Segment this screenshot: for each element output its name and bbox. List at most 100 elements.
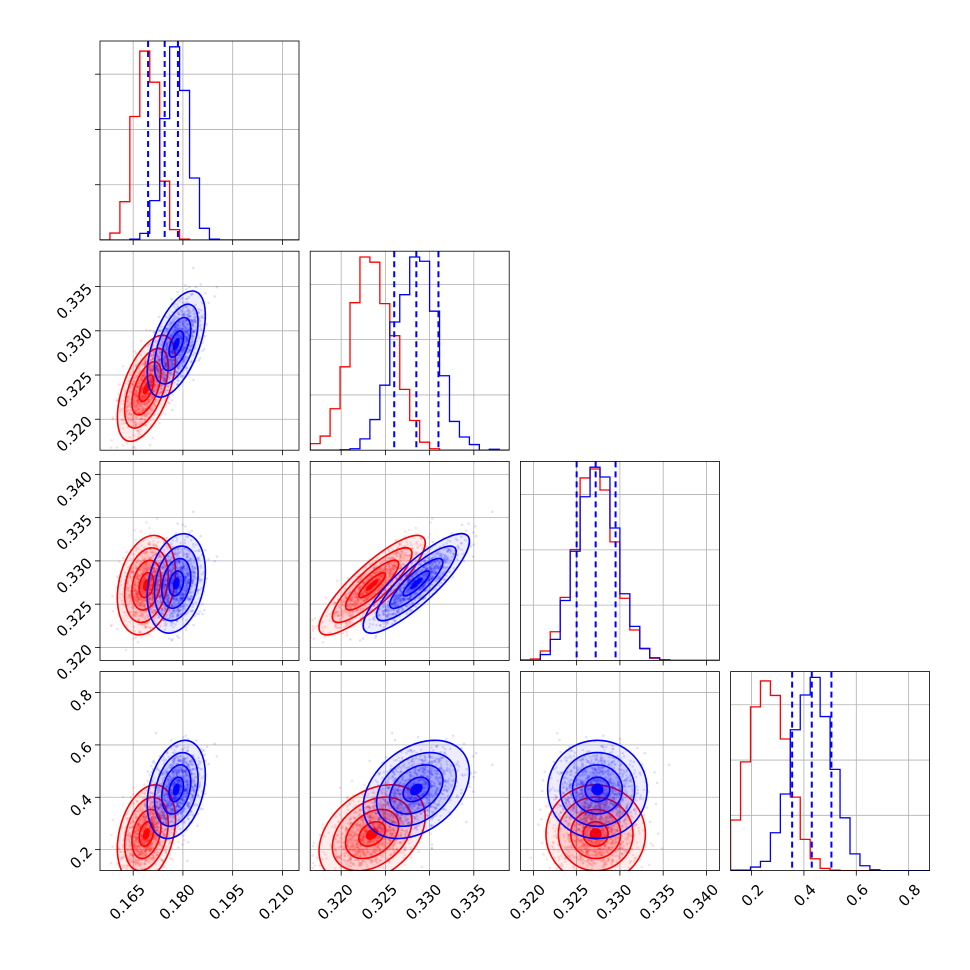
scatter-point bbox=[164, 363, 167, 366]
scatter-point bbox=[127, 601, 131, 604]
scatter-point bbox=[132, 589, 136, 593]
scatter-point bbox=[184, 336, 188, 339]
scatter-point bbox=[191, 339, 194, 343]
scatter-point bbox=[151, 594, 154, 598]
scatter-point bbox=[142, 622, 145, 626]
scatter-point bbox=[141, 604, 144, 608]
scatter-point bbox=[157, 596, 161, 599]
scatter-point bbox=[120, 402, 124, 406]
scatter-point bbox=[150, 596, 153, 600]
scatter-point bbox=[128, 584, 132, 587]
scatter-point bbox=[165, 345, 168, 349]
scatter-point bbox=[135, 401, 139, 405]
scatter-point bbox=[162, 354, 166, 358]
scatter-point bbox=[144, 362, 148, 366]
scatter-point bbox=[173, 608, 176, 612]
scatter-point bbox=[150, 585, 153, 588]
scatter-point bbox=[176, 598, 179, 602]
scatter-point bbox=[150, 354, 153, 357]
scatter-point bbox=[146, 400, 150, 403]
scatter-point bbox=[128, 573, 132, 577]
scatter-point bbox=[131, 566, 134, 570]
scatter-point bbox=[125, 588, 128, 591]
scatter-point bbox=[191, 337, 194, 341]
scatter-point bbox=[182, 323, 185, 327]
scatter-point bbox=[143, 564, 146, 567]
scatter-point bbox=[125, 467, 128, 470]
scatter-point bbox=[141, 571, 145, 575]
scatter-point bbox=[148, 368, 152, 372]
scatter-point bbox=[159, 384, 163, 388]
scatter-point bbox=[164, 564, 167, 568]
scatter-point bbox=[169, 357, 173, 361]
scatter-point bbox=[128, 412, 132, 415]
scatter-point bbox=[143, 569, 146, 573]
scatter-point bbox=[140, 390, 143, 393]
scatter-point bbox=[162, 376, 165, 380]
scatter-point bbox=[155, 567, 159, 571]
scatter-point bbox=[213, 559, 216, 563]
scatter-point bbox=[141, 615, 145, 619]
scatter-point bbox=[120, 598, 123, 602]
scatter-point bbox=[175, 350, 179, 353]
scatter-point bbox=[200, 314, 203, 318]
scatter-point bbox=[187, 322, 190, 326]
scatter-point bbox=[174, 553, 178, 557]
scatter-point bbox=[170, 360, 174, 363]
scatter-point bbox=[143, 604, 146, 607]
scatter-point bbox=[175, 303, 179, 306]
scatter-point bbox=[138, 402, 141, 406]
scatter-point bbox=[149, 380, 153, 383]
scatter-point bbox=[185, 340, 189, 343]
scatter-point bbox=[146, 392, 149, 396]
scatter-point bbox=[178, 353, 182, 357]
scatter-point bbox=[185, 553, 188, 556]
scatter-point bbox=[170, 564, 173, 567]
scatter-point bbox=[133, 564, 137, 568]
scatter-point bbox=[134, 585, 137, 589]
scatter-point bbox=[134, 416, 138, 419]
scatter-point bbox=[126, 405, 129, 409]
scatter-point bbox=[139, 417, 143, 421]
y-tick-label-1: 0.325 bbox=[53, 597, 96, 640]
scatter-point bbox=[142, 395, 146, 398]
scatter-point bbox=[158, 391, 162, 395]
scatter-point bbox=[181, 327, 184, 330]
scatter-point bbox=[137, 558, 140, 562]
scatter-point bbox=[127, 586, 130, 590]
scatter-point bbox=[157, 356, 160, 360]
scatter-point bbox=[111, 416, 115, 419]
scatter-point bbox=[163, 361, 167, 365]
scatter-point bbox=[174, 597, 178, 601]
scatter-point bbox=[148, 633, 152, 637]
scatter-point bbox=[145, 412, 148, 416]
scatter-point bbox=[132, 552, 136, 556]
scatter-point bbox=[140, 612, 143, 615]
scatter-point bbox=[181, 296, 184, 300]
scatter-point bbox=[184, 336, 187, 340]
scatter-point bbox=[151, 593, 154, 597]
scatter-point bbox=[144, 402, 147, 406]
scatter-point bbox=[140, 585, 143, 589]
scatter-point bbox=[135, 409, 138, 412]
scatter-point bbox=[143, 565, 146, 569]
scatter-point bbox=[126, 382, 130, 386]
scatter-point bbox=[157, 371, 161, 374]
scatter-point bbox=[147, 563, 150, 567]
scatter-point bbox=[175, 597, 178, 600]
scatter-point bbox=[134, 588, 137, 591]
scatter-point bbox=[192, 329, 195, 333]
scatter-point bbox=[179, 592, 183, 596]
scatter-point bbox=[184, 582, 188, 586]
scatter-point bbox=[176, 366, 180, 370]
scatter-point bbox=[125, 409, 128, 413]
scatter-point bbox=[178, 594, 182, 597]
scatter-point bbox=[165, 360, 168, 364]
scatter-point bbox=[169, 321, 172, 325]
scatter-point bbox=[184, 335, 187, 339]
scatter-point bbox=[157, 358, 161, 362]
scatter-point bbox=[149, 384, 153, 388]
scatter-point bbox=[159, 554, 162, 557]
scatter-point bbox=[152, 553, 156, 557]
scatter-point bbox=[133, 528, 136, 532]
